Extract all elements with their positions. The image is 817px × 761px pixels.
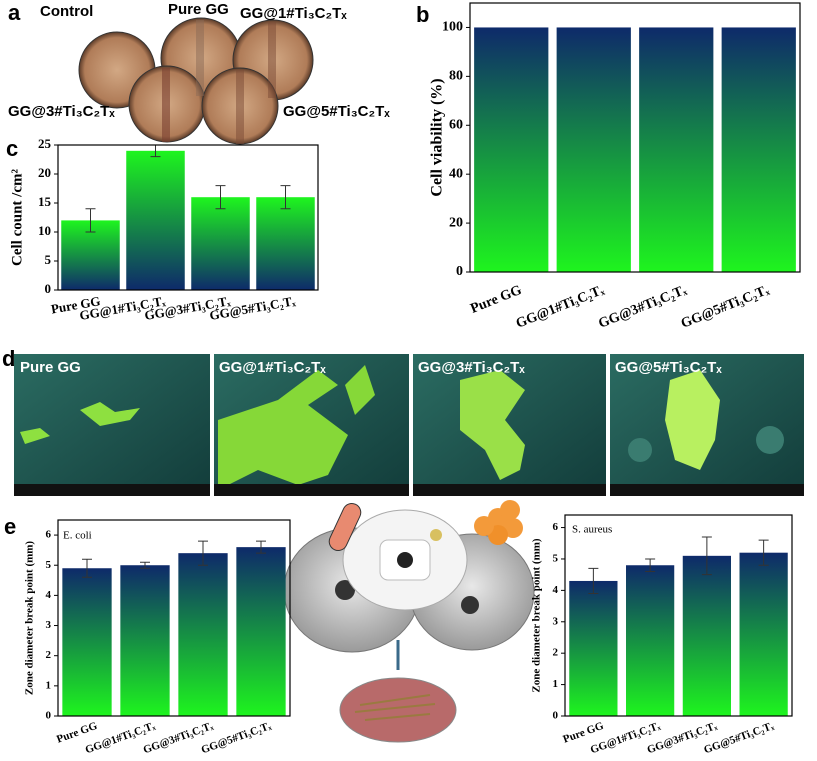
error-bar — [140, 561, 150, 569]
y-tick-label: 15 — [38, 194, 52, 209]
y-tick-label: 60 — [449, 117, 463, 132]
y-tick-label: 0 — [46, 710, 52, 722]
x-tick-label: GG@3#Ti₃C₂Tₓ — [597, 282, 690, 331]
axis-frame — [564, 514, 793, 717]
panel-d-images — [14, 354, 804, 496]
annotation: E. coli — [63, 530, 92, 542]
bar — [178, 553, 228, 716]
error-bar — [758, 539, 769, 566]
error-bar — [256, 540, 266, 554]
image-label: GG@3#Ti₃C₂Tₓ — [8, 103, 115, 120]
y-tick-label: 10 — [38, 223, 51, 238]
error-bar — [215, 185, 226, 210]
y-tick-label: 4 — [553, 584, 559, 596]
error-bar — [82, 558, 92, 578]
image-label: Control — [40, 3, 93, 20]
y-tick-label: 80 — [449, 69, 463, 84]
y-tick-label: 25 — [38, 136, 52, 151]
y-tick-label: 1 — [553, 678, 559, 690]
x-tick-label: GG@1#Ti₃C₂Tₓ — [514, 282, 607, 331]
image-label: Pure GG — [20, 359, 81, 376]
y-tick-label: 20 — [449, 215, 463, 230]
y-tick-label: 0 — [553, 710, 559, 722]
y-tick-label: 1 — [46, 679, 52, 691]
axis-frame — [57, 519, 291, 717]
panel-a-images — [78, 17, 314, 145]
bar — [556, 27, 631, 273]
error-bar — [85, 208, 96, 233]
panel-letter: a — [8, 0, 21, 25]
bar — [569, 580, 618, 716]
bar — [682, 555, 731, 716]
y-axis-label: Cell count /cm² — [9, 169, 25, 266]
y-tick-label: 100 — [442, 20, 463, 35]
y-tick-label: 2 — [46, 649, 52, 661]
y-tick-label: 2 — [553, 647, 559, 659]
image-label: GG@1#Ti₃C₂Tₓ — [219, 359, 326, 376]
y-tick-label: 0 — [45, 281, 52, 296]
y-tick-label: 5 — [46, 559, 52, 571]
y-axis-label: Cell viability (%) — [429, 78, 446, 196]
annotation: S. aureus — [572, 524, 612, 536]
image-label: GG@1#Ti₃C₂Tₓ — [240, 5, 347, 22]
y-tick-label: 0 — [456, 264, 463, 279]
image-label: GG@5#Ti₃C₂Tₓ — [615, 359, 722, 376]
axis-frame — [57, 144, 319, 291]
y-axis-label: Zone diameter break point (mm) — [531, 538, 543, 693]
bar — [739, 552, 788, 716]
y-tick-label: 40 — [449, 166, 463, 181]
bar — [191, 197, 250, 290]
x-tick-label: GG@5#Ti₃C₂Tₓ — [679, 282, 772, 331]
panel-letter: b — [416, 2, 429, 27]
bar — [256, 197, 315, 290]
y-tick-label: 6 — [46, 529, 52, 541]
error-bar — [701, 536, 712, 576]
y-tick-label: 4 — [46, 589, 52, 601]
bar — [120, 565, 170, 716]
bar — [62, 568, 112, 716]
error-bar — [198, 540, 208, 566]
image-label: GG@3#Ti₃C₂Tₓ — [418, 359, 525, 376]
y-tick-label: 3 — [46, 619, 52, 631]
error-bar — [645, 558, 656, 573]
x-tick-label: Pure GG — [468, 283, 524, 317]
antibacterial-illustration — [283, 500, 535, 743]
bar — [236, 547, 286, 716]
y-axis-label: Zone diameter break point (mm) — [24, 541, 36, 696]
y-tick-label: 20 — [38, 165, 51, 180]
panel-letter: c — [6, 136, 18, 161]
error-bar — [588, 567, 599, 595]
bar — [721, 27, 796, 273]
axis-frame — [469, 2, 801, 273]
image-label: GG@5#Ti₃C₂Tₓ — [283, 103, 390, 120]
y-tick-label: 6 — [553, 521, 559, 533]
y-tick-label: 3 — [553, 615, 559, 627]
bar — [126, 150, 185, 290]
panel-letter: d — [2, 346, 15, 371]
error-bar — [280, 185, 291, 210]
image-label: Pure GG — [168, 1, 229, 18]
bar — [626, 565, 675, 716]
y-tick-label: 5 — [553, 553, 559, 565]
bar — [639, 27, 714, 273]
y-tick-label: 5 — [45, 252, 52, 267]
panel-letter: e — [4, 514, 16, 539]
bar — [474, 27, 549, 273]
